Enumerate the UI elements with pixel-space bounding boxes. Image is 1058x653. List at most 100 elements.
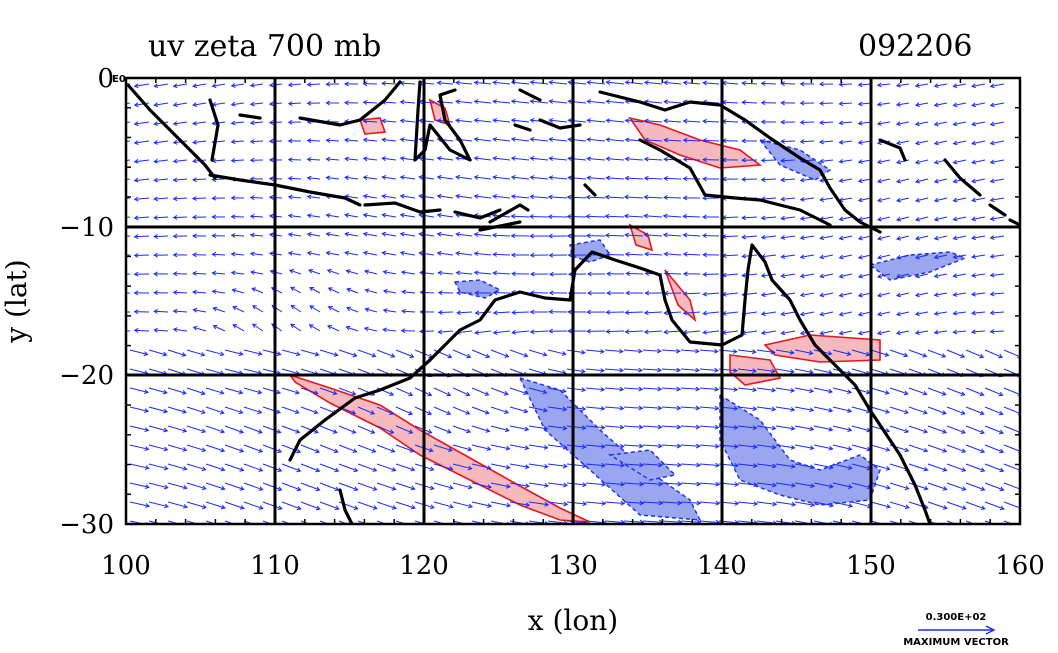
wind-vector-head <box>830 541 834 545</box>
wind-vector-head <box>429 504 435 510</box>
wind-vector <box>984 463 1004 472</box>
wind-vector-head <box>297 544 301 548</box>
wind-vector <box>376 501 397 509</box>
wind-vector <box>839 197 853 201</box>
wind-vector <box>511 215 530 218</box>
wind-vector-head <box>382 288 388 294</box>
wind-vector <box>800 292 815 296</box>
wind-vector <box>604 406 624 409</box>
negative-vorticity-area <box>453 279 502 299</box>
wind-vector <box>231 159 245 162</box>
wind-vector-head <box>876 101 882 107</box>
wind-vector-head <box>548 80 554 85</box>
wind-vector <box>794 501 815 506</box>
wind-vector-head <box>401 289 407 295</box>
wind-vector <box>680 501 701 504</box>
wind-vector-head <box>914 273 920 279</box>
wind-vector <box>877 178 891 183</box>
wind-vector-head <box>998 391 1004 397</box>
wind-vector <box>990 140 1005 145</box>
wind-vector-head <box>287 175 293 181</box>
wind-vector <box>326 233 340 237</box>
wind-vector <box>382 195 397 199</box>
wind-vector-head <box>153 327 159 333</box>
wind-vector-head <box>780 196 786 202</box>
wind-vector-head <box>238 409 244 415</box>
wind-vector-head <box>325 100 331 106</box>
wind-vector <box>934 197 948 202</box>
wind-vector <box>173 216 188 219</box>
wind-vector <box>984 406 1003 415</box>
wind-vector <box>722 330 739 334</box>
wind-vector-head <box>658 462 663 468</box>
wind-vector-head <box>640 539 644 543</box>
wind-vector-head <box>401 308 406 314</box>
wind-vector-head <box>115 103 119 107</box>
wind-vector-head <box>351 390 357 396</box>
wind-vector <box>154 178 169 181</box>
wind-vector-head <box>313 429 319 434</box>
wind-vector <box>134 102 150 106</box>
wind-vector-head <box>492 270 498 276</box>
wind-vector <box>309 287 321 294</box>
wind-vector-head <box>146 542 150 546</box>
wind-vector <box>281 368 300 375</box>
wind-vector <box>509 387 528 395</box>
wind-vector-head <box>115 216 119 220</box>
wind-vector <box>984 520 995 524</box>
wind-vector-head <box>163 408 169 414</box>
wind-vector-head <box>605 118 611 124</box>
wind-vector-head <box>884 409 890 414</box>
wind-vector <box>288 159 302 161</box>
wind-vector-head <box>877 216 882 222</box>
wind-vector <box>625 81 644 85</box>
wind-vector <box>288 215 302 218</box>
wind-vector-head <box>153 252 158 258</box>
wind-vector-head <box>741 215 747 221</box>
wind-vector <box>232 324 245 332</box>
wind-vector-head <box>714 367 719 373</box>
wind-vector <box>820 140 834 143</box>
wind-vector <box>870 444 890 451</box>
wind-vector-head <box>211 214 217 220</box>
wind-vector <box>566 463 586 467</box>
wind-vector <box>644 215 663 218</box>
wind-vector-head <box>809 426 815 432</box>
wind-vector-head <box>933 273 939 279</box>
wind-vector-head <box>314 351 320 357</box>
wind-vector <box>722 311 739 315</box>
wind-vector-head <box>780 177 786 183</box>
wind-vector <box>953 273 967 277</box>
wind-vector-head <box>238 351 244 356</box>
wind-vector-head <box>643 118 649 124</box>
wind-vector-head <box>857 178 863 184</box>
wind-vector <box>300 501 320 510</box>
wind-vector-head <box>510 213 516 219</box>
wind-vector <box>167 501 188 508</box>
y-tick-labels: 0 −10 −20 −30 <box>59 64 114 540</box>
wind-vector-head <box>523 408 529 414</box>
wind-vector-head <box>251 287 257 292</box>
wind-vector <box>781 235 796 239</box>
wind-vector-head <box>230 214 236 220</box>
wind-vector <box>530 100 549 104</box>
wind-vector-head <box>268 138 274 144</box>
wind-vector-head <box>676 443 682 449</box>
wind-vector <box>319 444 338 453</box>
wind-vector <box>990 121 1005 126</box>
wind-vector-head <box>884 390 890 395</box>
wind-vector-head <box>296 467 302 473</box>
wind-vector-head <box>343 100 349 106</box>
wind-vector <box>148 463 168 470</box>
wind-vector-head <box>486 465 492 470</box>
wind-vector-head <box>153 83 159 89</box>
wind-vector-head <box>510 252 516 258</box>
wind-vector-head <box>529 99 535 104</box>
wind-vector <box>129 444 149 450</box>
wind-vector <box>953 311 967 315</box>
wind-vector-head <box>382 308 388 313</box>
wind-vector <box>357 463 377 472</box>
wind-vector-head <box>809 464 815 470</box>
wind-vector-head <box>857 159 863 164</box>
wind-vector <box>851 368 870 375</box>
